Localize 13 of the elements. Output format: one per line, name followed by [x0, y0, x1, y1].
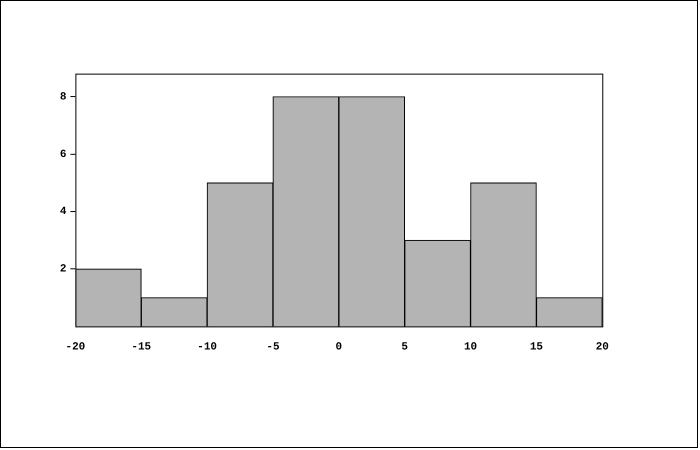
x-tick-label: 0 — [336, 342, 342, 354]
y-tick-label: 8 — [60, 91, 66, 104]
x-tick-label: -20 — [66, 342, 86, 354]
x-tick-label: -10 — [197, 342, 217, 354]
x-tick-label: -5 — [266, 342, 280, 354]
y-tick-label: 6 — [60, 148, 66, 161]
x-tick-label: 5 — [401, 342, 408, 354]
y-tick-label: 4 — [60, 206, 67, 218]
x-tick-label: -15 — [131, 342, 152, 354]
y-tick-label: 2 — [60, 264, 66, 276]
x-tick-label: 10 — [464, 342, 478, 354]
x-tick-label: 20 — [596, 342, 609, 354]
x-tick-label: 15 — [530, 342, 543, 354]
